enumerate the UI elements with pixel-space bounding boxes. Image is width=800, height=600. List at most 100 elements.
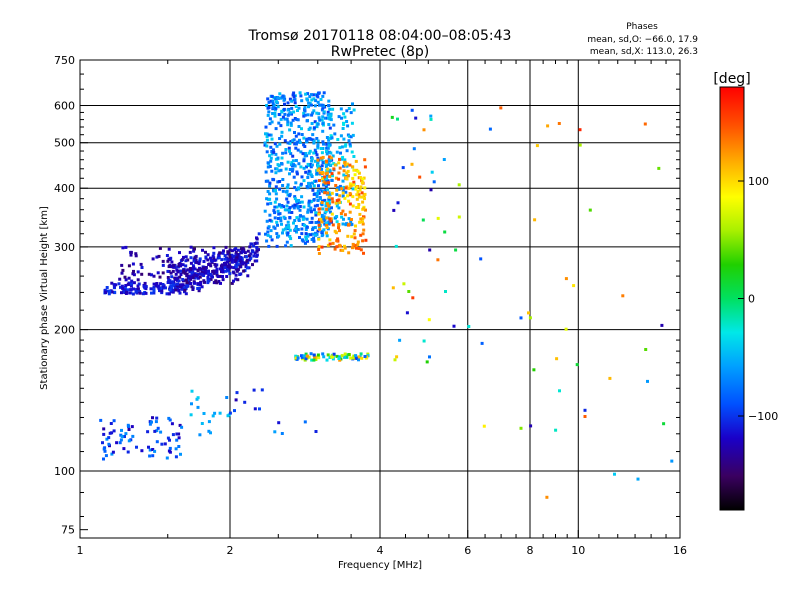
data-point <box>351 195 355 199</box>
data-point <box>177 288 181 292</box>
data-point <box>268 165 272 168</box>
data-point <box>407 290 411 293</box>
data-point <box>294 225 298 228</box>
data-point <box>270 94 274 98</box>
data-point <box>289 140 293 144</box>
data-point <box>281 94 285 98</box>
data-point <box>160 291 164 295</box>
data-point <box>527 311 530 315</box>
data-point <box>198 257 202 261</box>
data-point <box>356 190 360 193</box>
data-point <box>274 152 278 156</box>
data-point <box>317 223 321 227</box>
data-point <box>353 236 357 240</box>
data-point <box>280 222 283 226</box>
data-point <box>120 271 124 275</box>
data-point <box>488 127 492 131</box>
data-point <box>221 278 225 282</box>
data-point <box>127 276 131 280</box>
data-point <box>321 129 325 133</box>
data-point <box>169 281 173 284</box>
data-point <box>281 231 284 235</box>
data-point <box>308 101 312 105</box>
data-point <box>588 208 592 212</box>
data-point <box>390 115 394 119</box>
data-point <box>314 233 318 237</box>
data-point <box>353 229 357 233</box>
data-point <box>298 91 302 95</box>
data-point <box>264 125 268 129</box>
data-point <box>312 239 316 243</box>
data-point <box>347 251 351 255</box>
data-point <box>190 402 193 406</box>
data-point <box>327 138 331 142</box>
data-point <box>327 220 331 224</box>
stats-o-mode: mean, sd,O: −66.0, 17.9 <box>587 35 698 45</box>
data-point <box>189 275 193 279</box>
data-point <box>167 257 171 261</box>
data-point <box>361 177 365 181</box>
data-point <box>395 355 399 359</box>
data-point <box>105 437 109 441</box>
data-point <box>312 208 316 212</box>
data-point <box>295 172 299 176</box>
data-point <box>280 134 284 138</box>
data-point <box>300 127 303 131</box>
data-point <box>352 354 356 358</box>
data-point <box>287 146 291 150</box>
data-point <box>188 250 192 254</box>
data-point <box>316 163 320 167</box>
data-point <box>287 223 291 227</box>
data-point <box>266 161 270 165</box>
x-axis-label: Frequency [MHz] <box>338 560 422 571</box>
data-point <box>307 105 310 109</box>
data-point <box>165 456 169 460</box>
data-point <box>351 165 355 169</box>
data-point <box>325 136 329 139</box>
data-point <box>291 159 295 163</box>
data-point <box>289 244 293 248</box>
data-point <box>170 265 174 269</box>
data-point <box>359 185 363 189</box>
data-point <box>194 274 198 277</box>
data-point <box>277 203 281 207</box>
data-point <box>294 159 298 162</box>
data-point <box>350 150 354 154</box>
data-point <box>268 181 272 185</box>
data-point <box>156 271 160 275</box>
data-point <box>398 338 402 342</box>
data-point <box>248 258 252 262</box>
data-point <box>329 151 333 155</box>
data-point <box>155 282 159 285</box>
data-point <box>228 272 232 276</box>
data-point <box>310 163 314 167</box>
data-point <box>402 282 406 286</box>
data-point <box>339 134 343 138</box>
data-point <box>236 248 240 252</box>
data-point <box>279 124 283 128</box>
data-point <box>279 216 282 220</box>
data-point <box>312 184 316 188</box>
data-point <box>123 435 126 438</box>
data-point <box>143 281 147 285</box>
data-point <box>317 245 321 249</box>
data-point <box>308 95 312 98</box>
data-point <box>130 282 134 286</box>
data-point <box>244 263 248 267</box>
data-point <box>278 137 282 140</box>
data-point <box>251 250 255 254</box>
data-point <box>207 279 211 283</box>
data-point <box>578 143 582 147</box>
data-point <box>457 183 461 187</box>
data-point <box>310 113 314 117</box>
data-point <box>317 112 321 116</box>
data-point <box>320 213 324 217</box>
data-point <box>411 296 415 300</box>
data-point <box>266 202 270 206</box>
data-point <box>352 108 356 112</box>
data-point <box>278 142 282 146</box>
data-point <box>557 122 561 125</box>
data-point <box>315 111 319 115</box>
data-point <box>280 162 283 165</box>
data-point <box>218 274 222 278</box>
